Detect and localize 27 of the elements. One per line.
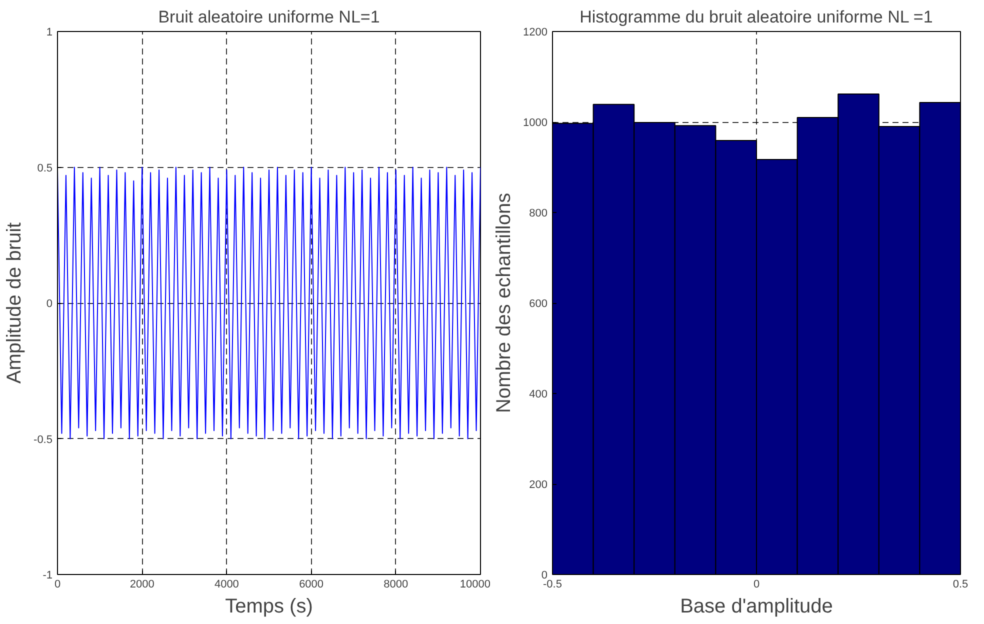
x-tick-label: 4000 xyxy=(214,578,239,590)
y-tick-label: 0 xyxy=(46,298,53,310)
y-axis-title: Nombre des echantillons xyxy=(493,192,516,414)
x-tick-label: 8000 xyxy=(384,578,408,590)
x-tick-label: 2000 xyxy=(130,578,154,590)
chart-title: Bruit aleatoire uniforme NL=1 xyxy=(158,8,380,26)
y-tick-label: 1000 xyxy=(523,117,548,129)
y-tick-label: 400 xyxy=(529,388,548,400)
y-tick-label: 1200 xyxy=(523,26,548,38)
x-axis-title: Base d'amplitude xyxy=(680,596,833,618)
y-tick-label: 800 xyxy=(529,208,548,220)
y-tick-label: 200 xyxy=(529,479,548,491)
y-tick-label: -1 xyxy=(42,570,52,582)
x-tick-label: 0 xyxy=(753,578,760,590)
x-tick-label: 0 xyxy=(54,578,61,590)
y-axis-title: Amplitude de bruit xyxy=(4,222,26,384)
y-tick-label: 1 xyxy=(46,26,53,38)
x-tick-label: -0.5 xyxy=(543,578,562,590)
x-axis-title: Temps (s) xyxy=(225,596,313,618)
y-tick-label: 0 xyxy=(541,570,548,582)
x-tick-label: 6000 xyxy=(299,578,324,590)
chart-title: Histogramme du bruit aleatoire uniforme NL =1 xyxy=(580,8,933,26)
x-tick-label: 10000 xyxy=(460,578,491,590)
y-tick-label: -0.5 xyxy=(34,434,53,446)
y-tick-label: 0.5 xyxy=(37,162,53,174)
y-tick-label: 600 xyxy=(529,298,548,310)
x-tick-label: 0.5 xyxy=(952,578,968,590)
